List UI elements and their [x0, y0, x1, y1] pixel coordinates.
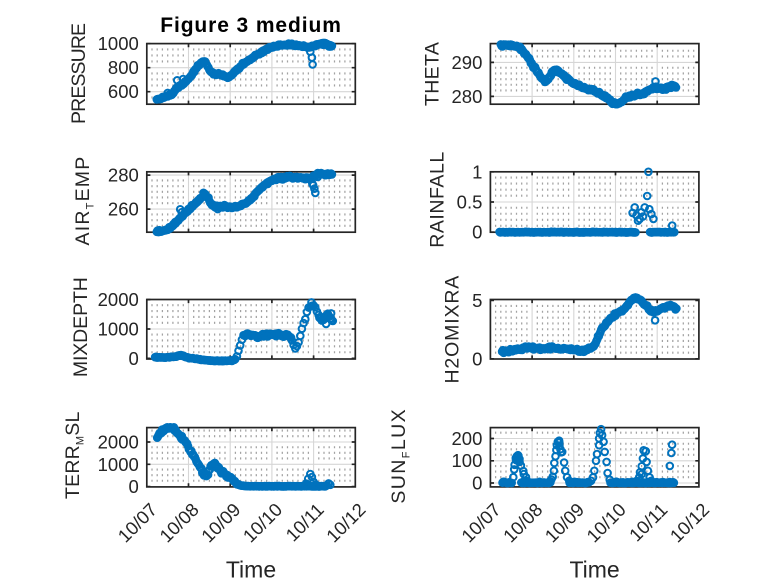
svg-text:100: 100 [452, 450, 483, 471]
svg-text:600: 600 [108, 81, 139, 102]
svg-text:1000: 1000 [98, 454, 139, 475]
svg-text:THETA: THETA [422, 42, 444, 106]
svg-text:5: 5 [472, 290, 482, 311]
svg-text:RAINFALL: RAINFALL [427, 151, 449, 248]
svg-text:Figure 3 medium: Figure 3 medium [160, 14, 342, 37]
svg-text:2000: 2000 [98, 289, 139, 310]
svg-text:290: 290 [452, 52, 483, 73]
svg-text:800: 800 [108, 57, 139, 78]
svg-text:0: 0 [129, 348, 139, 369]
svg-text:1000: 1000 [98, 33, 139, 54]
svg-text:Time: Time [569, 557, 619, 583]
svg-text:0: 0 [472, 348, 482, 369]
svg-text:0: 0 [472, 222, 482, 243]
svg-text:0.5: 0.5 [457, 192, 483, 213]
svg-text:280: 280 [108, 165, 139, 186]
svg-text:0: 0 [129, 476, 139, 497]
svg-text:260: 260 [108, 199, 139, 220]
svg-text:PRESSURE: PRESSURE [68, 23, 90, 124]
svg-text:2000: 2000 [98, 432, 139, 453]
svg-text:H2OMIXRA: H2OMIXRA [442, 275, 464, 384]
svg-text:280: 280 [452, 86, 483, 107]
svg-text:Time: Time [226, 557, 276, 583]
svg-text:1: 1 [472, 161, 482, 182]
svg-text:TERRMSL: TERRMSL [62, 411, 87, 499]
svg-text:AIRTEMP: AIRTEMP [72, 156, 97, 246]
svg-text:MIXDEPTH: MIXDEPTH [70, 277, 92, 377]
svg-text:1000: 1000 [98, 319, 139, 340]
svg-text:0: 0 [472, 473, 482, 494]
svg-text:200: 200 [452, 428, 483, 449]
